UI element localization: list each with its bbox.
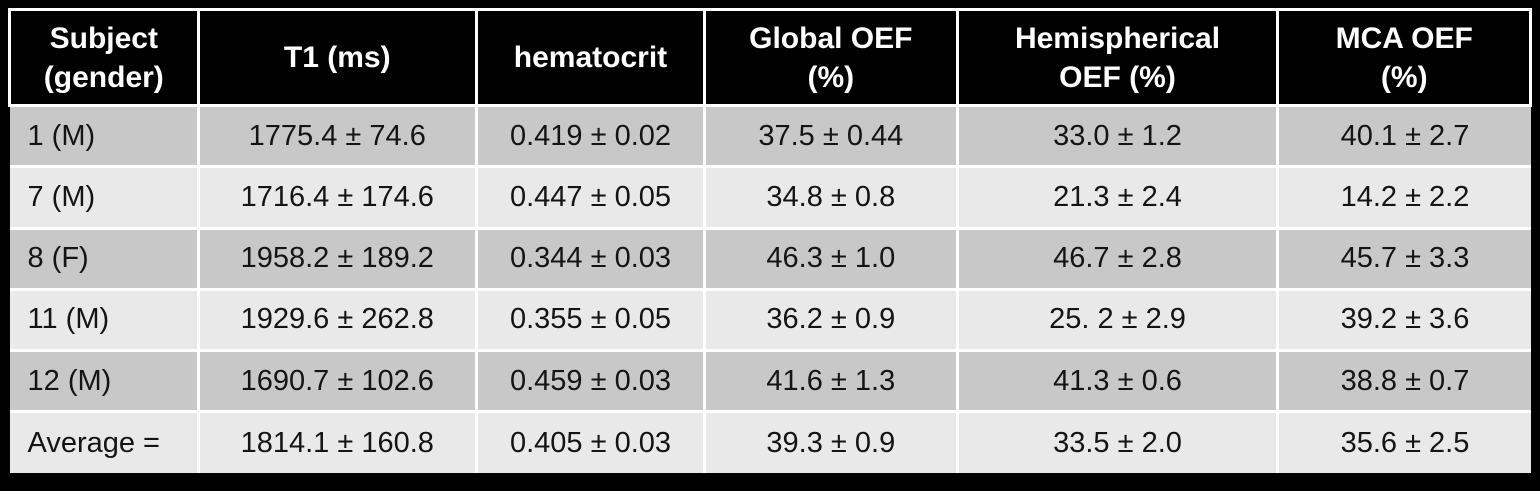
table-cell-hemispherical-oef: 21.3 ± 2.4 [955, 165, 1280, 230]
table-row: 7 (M) 1716.4 ± 174.6 0.447 ± 0.05 34.8 ± 0.… [9, 165, 1531, 230]
table-row: 1 (M) 1775.4 ± 74.6 0.419 ± 0.02 37.5 ± 0.4… [9, 103, 1531, 169]
table-cell-subject-gender: 7 (M) [9, 165, 200, 230]
table-cell-subject-gender: Average = [9, 410, 200, 473]
header-cell-hematocrit: hematocrit [474, 8, 707, 107]
table-cell-hematocrit: 0.459 ± 0.03 [474, 348, 707, 414]
header-cell-t1-ms: T1 (ms) [196, 8, 478, 107]
table-cell-hemispherical-oef: 33.5 ± 2.0 [955, 410, 1280, 473]
table-cell-mca-oef: 35.6 ± 2.5 [1276, 410, 1531, 473]
header-cell-subject-gender: Subject (gender) [8, 8, 200, 107]
table-cell-hemispherical-oef: 33.0 ± 1.2 [955, 103, 1280, 169]
table-cell-t1-ms: 1775.4 ± 74.6 [196, 103, 478, 169]
table-cell-global-oef: 41.6 ± 1.3 [703, 348, 959, 414]
table-header: Subject (gender) T1 (ms) hematocrit Global … [8, 8, 1532, 107]
table-cell-hematocrit: 0.447 ± 0.05 [474, 165, 707, 230]
table-cell-global-oef: 46.3 ± 1.0 [703, 226, 959, 291]
table-cell-t1-ms: 1690.7 ± 102.6 [196, 348, 478, 414]
table-cell-hemispherical-oef: 25. 2 ± 2.9 [955, 287, 1280, 353]
table-cell-global-oef: 34.8 ± 0.8 [703, 165, 959, 230]
table-row: Average = 1814.1 ± 160.8 0.405 ± 0.03 39.3 … [9, 410, 1531, 473]
table-cell-hematocrit: 0.419 ± 0.02 [474, 103, 707, 169]
table-cell-hemispherical-oef: 46.7 ± 2.8 [955, 226, 1280, 291]
table-cell-mca-oef: 45.7 ± 3.3 [1276, 226, 1531, 291]
table-cell-hemispherical-oef: 41.3 ± 0.6 [955, 348, 1280, 414]
table-cell-t1-ms: 1958.2 ± 189.2 [196, 226, 478, 291]
table-cell-hematocrit: 0.344 ± 0.03 [474, 226, 707, 291]
table-cell-t1-ms: 1716.4 ± 174.6 [196, 165, 478, 230]
table-cell-mca-oef: 38.8 ± 0.7 [1276, 348, 1531, 414]
table-row: 12 (M) 1690.7 ± 102.6 0.459 ± 0.03 41.6 ± 1… [9, 348, 1531, 414]
table-cell-mca-oef: 14.2 ± 2.2 [1276, 165, 1531, 230]
table-cell-t1-ms: 1814.1 ± 160.8 [196, 410, 478, 473]
table-cell-mca-oef: 39.2 ± 3.6 [1276, 287, 1531, 353]
header-cell-global-oef: Global OEF (%) [703, 8, 959, 107]
table-body: 1 (M) 1775.4 ± 74.6 0.419 ± 0.02 37.5 ± 0.4… [9, 103, 1531, 473]
table-cell-subject-gender: 12 (M) [9, 348, 200, 414]
table-cell-mca-oef: 40.1 ± 2.7 [1276, 103, 1531, 169]
oef-results-table: Subject (gender) T1 (ms) hematocrit Global … [8, 8, 1532, 473]
table-cell-global-oef: 39.3 ± 0.9 [703, 410, 959, 473]
table-cell-hematocrit: 0.355 ± 0.05 [474, 287, 707, 353]
table-cell-subject-gender: 11 (M) [9, 287, 200, 353]
table-cell-t1-ms: 1929.6 ± 262.8 [196, 287, 478, 353]
header-row: Subject (gender) T1 (ms) hematocrit Global … [8, 8, 1532, 107]
table-row: 11 (M) 1929.6 ± 262.8 0.355 ± 0.05 36.2 ± 0… [9, 287, 1531, 353]
table-cell-subject-gender: 8 (F) [9, 226, 200, 291]
header-cell-hemispherical-oef: Hemispherical OEF (%) [955, 8, 1280, 107]
table-cell-global-oef: 37.5 ± 0.44 [703, 103, 959, 169]
header-cell-mca-oef: MCA OEF (%) [1276, 8, 1532, 107]
table-cell-subject-gender: 1 (M) [9, 103, 200, 169]
table-cell-hematocrit: 0.405 ± 0.03 [474, 410, 707, 473]
table-cell-global-oef: 36.2 ± 0.9 [703, 287, 959, 353]
table-row: 8 (F) 1958.2 ± 189.2 0.344 ± 0.03 46.3 ± 1.… [9, 226, 1531, 291]
